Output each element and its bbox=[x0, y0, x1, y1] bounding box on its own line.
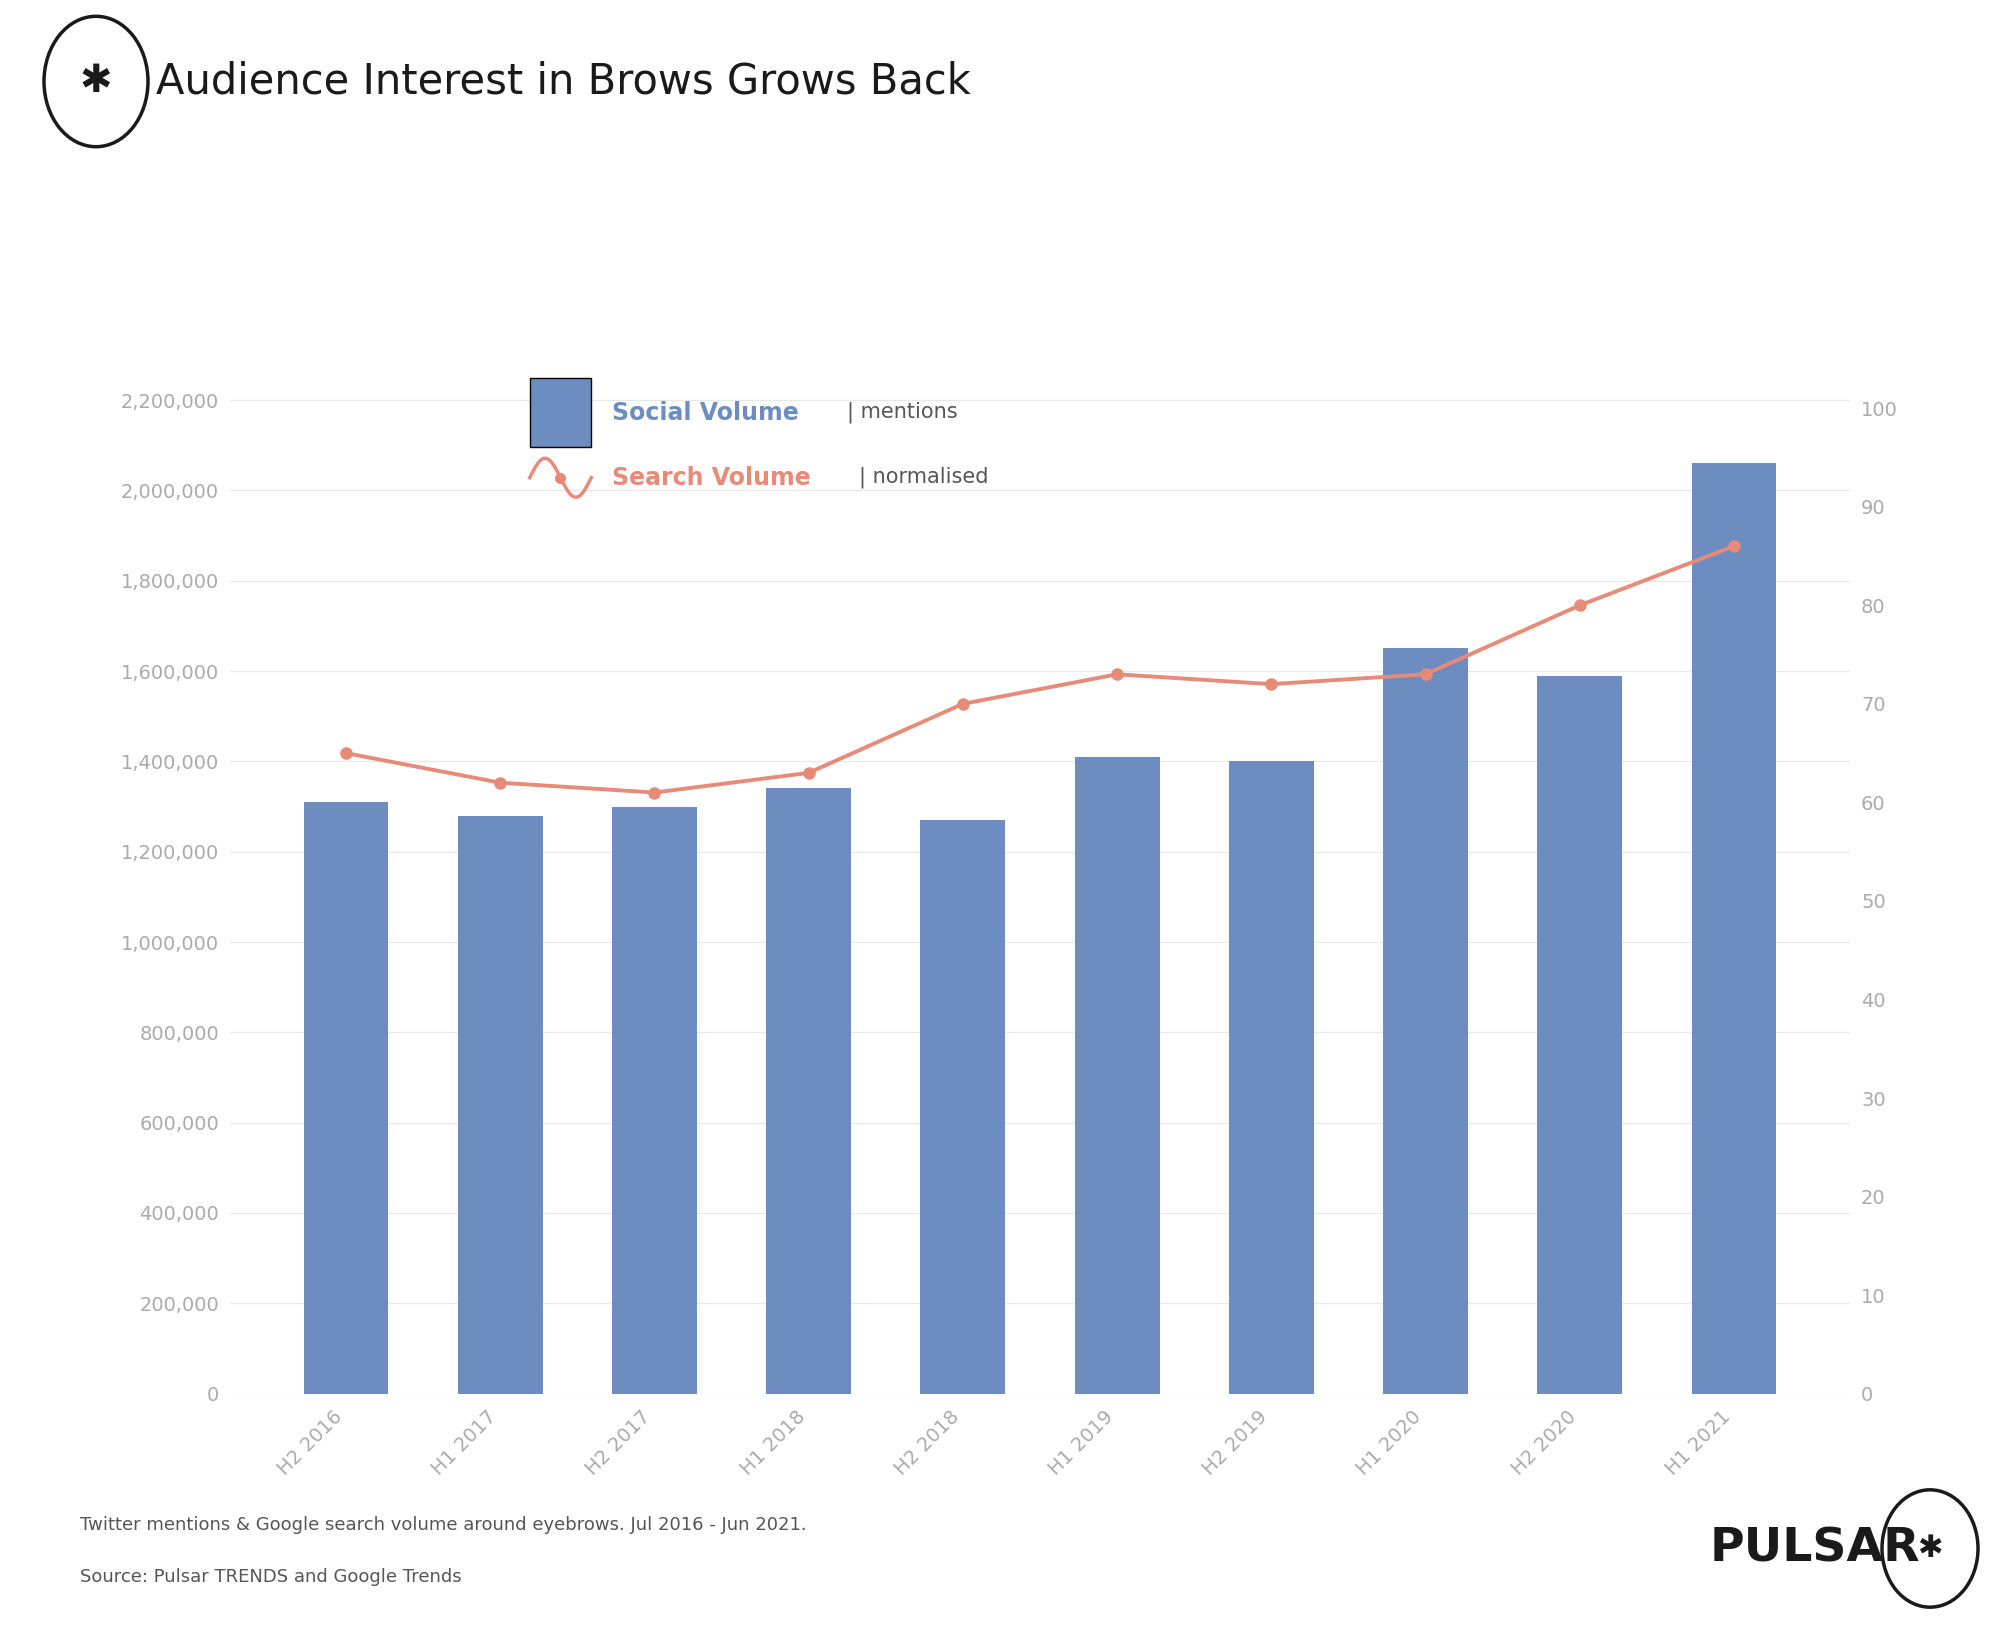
Text: | normalised: | normalised bbox=[858, 466, 988, 489]
Text: PULSAR: PULSAR bbox=[1710, 1526, 1920, 1571]
Text: Search Volume: Search Volume bbox=[612, 466, 812, 489]
Bar bbox=[766, 789, 852, 1394]
Text: | mentions: | mentions bbox=[848, 403, 958, 424]
Text: ✱: ✱ bbox=[80, 62, 112, 101]
Bar bbox=[1538, 675, 1622, 1394]
Text: Source: Pulsar TRENDS and Google Trends: Source: Pulsar TRENDS and Google Trends bbox=[80, 1568, 462, 1586]
Bar bbox=[612, 807, 696, 1394]
Bar bbox=[1074, 756, 1160, 1394]
Bar bbox=[1228, 761, 1314, 1394]
Bar bbox=[920, 820, 1006, 1394]
FancyBboxPatch shape bbox=[530, 378, 592, 447]
Bar bbox=[304, 802, 388, 1394]
Text: Audience Interest in Brows Grows Back: Audience Interest in Brows Grows Back bbox=[156, 60, 970, 103]
Bar bbox=[1692, 463, 1776, 1394]
Bar bbox=[1384, 649, 1468, 1394]
Text: ✱: ✱ bbox=[1918, 1534, 1942, 1563]
Text: Social Volume: Social Volume bbox=[612, 401, 800, 425]
Bar bbox=[458, 815, 542, 1394]
Text: Twitter mentions & Google search volume around eyebrows. Jul 2016 - Jun 2021.: Twitter mentions & Google search volume … bbox=[80, 1516, 806, 1534]
